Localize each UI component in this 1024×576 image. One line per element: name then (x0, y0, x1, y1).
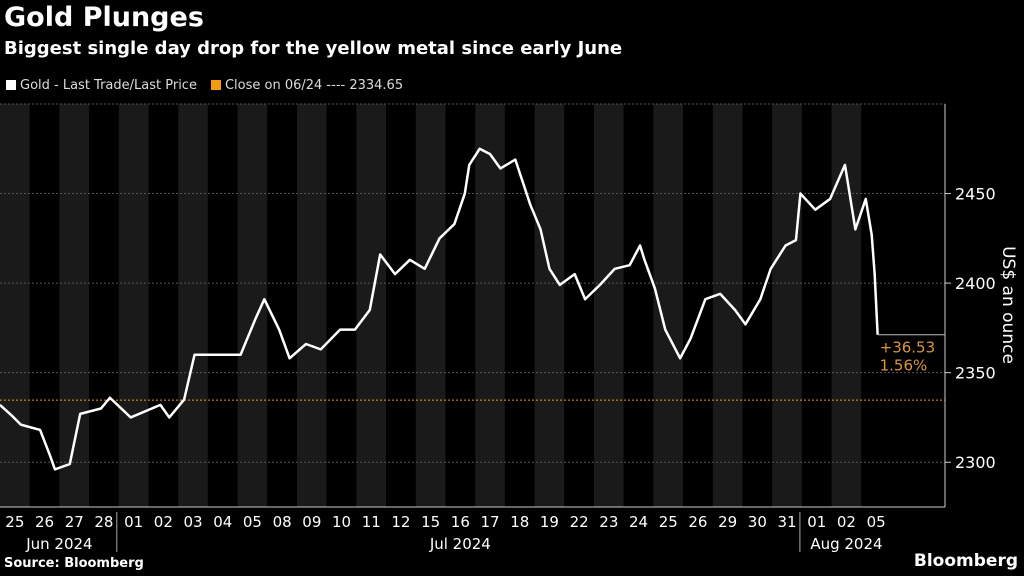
x-tick-label: 01 (124, 513, 143, 531)
x-tick-label: 02 (154, 513, 173, 531)
x-tick-label: 31 (778, 513, 797, 531)
x-tick-label: 01 (807, 513, 826, 531)
y-tick-label: 2450 (955, 185, 996, 204)
x-tick-label: 19 (540, 513, 559, 531)
source-note: Source: Bloomberg (4, 556, 144, 571)
month-label: Jul 2024 (429, 535, 491, 553)
x-tick-label: 15 (421, 513, 440, 531)
x-tick-label: 12 (391, 513, 410, 531)
day-band (326, 104, 357, 507)
x-tick-label: 30 (748, 513, 767, 531)
y-axis-label: US$ an ounce (998, 246, 1018, 364)
x-tick-label: 10 (332, 513, 351, 531)
x-tick-label: 24 (629, 513, 648, 531)
x-tick-label: 22 (570, 513, 589, 531)
legend-close-label: Close on 06/24 ---- 2334.65 (224, 78, 404, 93)
legend-gold-label: Gold - Last Trade/Last Price (20, 78, 197, 93)
day-band (29, 104, 60, 507)
gold-price-line (0, 147, 879, 471)
day-band (564, 104, 594, 507)
legend-close: Close on 06/24 ---- 2334.65 (210, 78, 404, 93)
day-band (89, 104, 119, 507)
x-tick-label: 29 (718, 513, 737, 531)
day-band (148, 104, 179, 507)
y-tick-label: 2400 (955, 274, 996, 293)
x-tick-label: 04 (213, 513, 232, 531)
day-band (623, 104, 654, 507)
month-label: Aug 2024 (810, 535, 882, 553)
x-tick-label: 17 (481, 513, 500, 531)
x-tick-label: 25 (5, 513, 24, 531)
day-band (207, 104, 238, 507)
bloomberg-logo: Bloomberg (913, 551, 1018, 571)
month-label: Jun 2024 (25, 535, 92, 553)
day-band (594, 104, 624, 507)
day-band (386, 104, 416, 507)
day-band (534, 104, 565, 507)
day-band (415, 104, 446, 507)
day-band (445, 104, 476, 507)
day-band (267, 104, 297, 507)
day-band (0, 104, 30, 507)
day-band (297, 104, 327, 507)
x-tick-label: 05 (243, 513, 262, 531)
y-tick-label: 2350 (955, 364, 996, 383)
day-band (118, 104, 149, 507)
chart-subtitle: Biggest single day drop for the yellow m… (4, 38, 623, 59)
day-band (831, 104, 862, 507)
day-band (801, 104, 832, 507)
x-tick-label: 27 (65, 513, 84, 531)
y-tick-label: 2300 (955, 453, 996, 472)
chart-title: Gold Plunges (4, 2, 204, 33)
x-tick-label: 08 (273, 513, 292, 531)
x-tick-label: 26 (688, 513, 707, 531)
x-tick-label: 28 (94, 513, 113, 531)
pct-annotation: 1.56% (880, 357, 928, 375)
change-annotation: +36.53 (880, 339, 936, 357)
legend-swatch-orange (210, 80, 221, 90)
x-tick-label: 23 (599, 513, 618, 531)
x-tick-label: 18 (510, 513, 529, 531)
x-tick-label: 02 (837, 513, 856, 531)
x-tick-label: 25 (659, 513, 678, 531)
legend-swatch-white (6, 80, 16, 90)
x-tick-label: 26 (35, 513, 54, 531)
x-tick-label: 05 (867, 513, 886, 531)
day-band (653, 104, 684, 507)
day-band (712, 104, 743, 507)
day-band (178, 104, 208, 507)
x-tick-label: 09 (302, 513, 321, 531)
day-band (683, 104, 713, 507)
legend: Gold - Last Trade/Last Price Close on 06… (6, 78, 403, 93)
x-tick-label: 16 (451, 513, 470, 531)
day-band (772, 104, 802, 507)
x-tick-label: 11 (362, 513, 381, 531)
x-tick-label: 03 (184, 513, 203, 531)
day-band (475, 104, 505, 507)
legend-gold: Gold - Last Trade/Last Price (6, 78, 197, 93)
